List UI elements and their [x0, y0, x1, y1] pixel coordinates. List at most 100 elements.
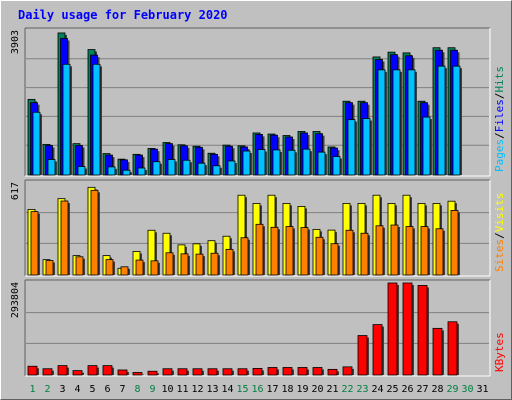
- legend-hits: Hits: [493, 66, 506, 93]
- x-tick-label: 1: [29, 384, 35, 395]
- pages-bar: [287, 149, 296, 176]
- pages-bar: [452, 65, 461, 176]
- x-tick-label: 15: [236, 384, 248, 395]
- sites-bar: [165, 252, 174, 276]
- sites-bar: [300, 227, 309, 276]
- pages-bar: [62, 63, 71, 176]
- pages-bar: [167, 159, 176, 176]
- pages-bar: [317, 151, 326, 176]
- sites-bar: [195, 253, 204, 276]
- pages-bar: [302, 148, 311, 176]
- pages-bar: [347, 119, 356, 176]
- kbytes-bar: [42, 368, 53, 376]
- pages-bar: [227, 160, 236, 176]
- x-tick-label: 6: [104, 384, 110, 395]
- sites-bar: [420, 226, 429, 276]
- sites-bar: [60, 200, 69, 276]
- kbytes-bar: [342, 366, 353, 376]
- sites-bar: [270, 226, 279, 276]
- x-tick-label: 18: [281, 384, 293, 395]
- x-tick-label: 20: [311, 384, 323, 395]
- pages-bar: [47, 159, 56, 176]
- x-tick-label: 25: [386, 384, 398, 395]
- x-tick-label: 23: [356, 384, 368, 395]
- kbytes-bar: [192, 368, 203, 376]
- pages-bar: [332, 156, 341, 176]
- legend-separator: /: [493, 132, 506, 139]
- panel-kbytes: 293804 KBytes: [10, 282, 506, 376]
- x-tick-label: 27: [416, 384, 428, 395]
- pages-bar: [212, 165, 221, 176]
- kbytes-bar: [402, 282, 413, 376]
- x-tick-label: 3: [59, 384, 65, 395]
- kbytes-bar: [447, 321, 458, 376]
- legend-files: Files: [493, 99, 506, 132]
- y-max-label: 293804: [10, 282, 21, 318]
- sites-bar: [375, 225, 384, 276]
- x-tick-label: 2: [44, 384, 50, 395]
- kbytes-bar: [87, 365, 98, 376]
- x-tick-label: 11: [176, 384, 188, 395]
- kbytes-bar: [387, 282, 398, 376]
- sites-bar: [75, 256, 84, 276]
- x-tick-label: 22: [341, 384, 353, 395]
- x-tick-label: 12: [191, 384, 203, 395]
- pages-bar: [437, 65, 446, 176]
- x-tick-label: 26: [401, 384, 413, 395]
- kbytes-bar: [237, 368, 248, 376]
- x-tick-label: 7: [119, 384, 125, 395]
- kbytes-bar: [147, 370, 158, 376]
- sites-bar: [450, 210, 459, 276]
- x-tick-label: 4: [74, 384, 80, 395]
- kbytes-bar: [417, 285, 428, 376]
- x-tick-label: 5: [89, 384, 95, 395]
- sites-bar: [180, 253, 189, 276]
- legend-pages: Pages: [493, 139, 506, 172]
- legend-separator: /: [493, 93, 506, 100]
- pages-bar: [32, 111, 41, 176]
- panel-visits-sites: 617 Sites/Visits: [10, 182, 506, 276]
- pages-bar: [182, 159, 191, 176]
- sites-bar: [210, 252, 219, 276]
- pages-bar: [272, 149, 281, 176]
- pages-bar: [422, 116, 431, 176]
- legend-visits: Visits: [493, 193, 506, 233]
- x-tick-label: 10: [161, 384, 173, 395]
- legend-sites: Sites: [493, 239, 506, 272]
- x-tick-label: 29: [446, 384, 458, 395]
- kbytes-bar: [177, 368, 188, 376]
- x-tick-label: 21: [326, 384, 338, 395]
- kbytes-bar: [207, 368, 218, 376]
- sites-bar: [105, 259, 114, 276]
- pages-bar: [362, 118, 371, 176]
- kbytes-bar: [117, 369, 128, 376]
- pages-bar: [77, 166, 86, 176]
- legend: Pages/Files/Hits: [493, 66, 506, 172]
- kbytes-bar: [312, 367, 323, 376]
- pages-bar: [107, 166, 116, 176]
- x-tick-label: 31: [476, 384, 488, 395]
- legend-kbytes: KBytes: [493, 332, 506, 372]
- kbytes-bar: [222, 368, 233, 376]
- y-max-label: 617: [10, 182, 21, 200]
- x-tick-label: 9: [149, 384, 155, 395]
- kbytes-bar: [267, 367, 278, 376]
- x-tick-label: 14: [221, 384, 233, 395]
- pages-bar: [407, 69, 416, 176]
- legend-separator: /: [493, 232, 506, 239]
- kbytes-bar: [252, 368, 263, 376]
- sites-bar: [435, 228, 444, 276]
- sites-bar: [30, 211, 39, 276]
- kbytes-bar: [297, 367, 308, 376]
- kbytes-bar: [372, 324, 383, 376]
- pages-bar: [92, 63, 101, 176]
- pages-bar: [242, 150, 251, 176]
- kbytes-bar: [357, 335, 368, 376]
- x-tick-label: 16: [251, 384, 263, 395]
- sites-bar: [90, 189, 99, 276]
- pages-bar: [122, 169, 131, 176]
- pages-bar: [152, 161, 161, 176]
- x-tick-label: 13: [206, 384, 218, 395]
- sites-bar: [315, 236, 324, 276]
